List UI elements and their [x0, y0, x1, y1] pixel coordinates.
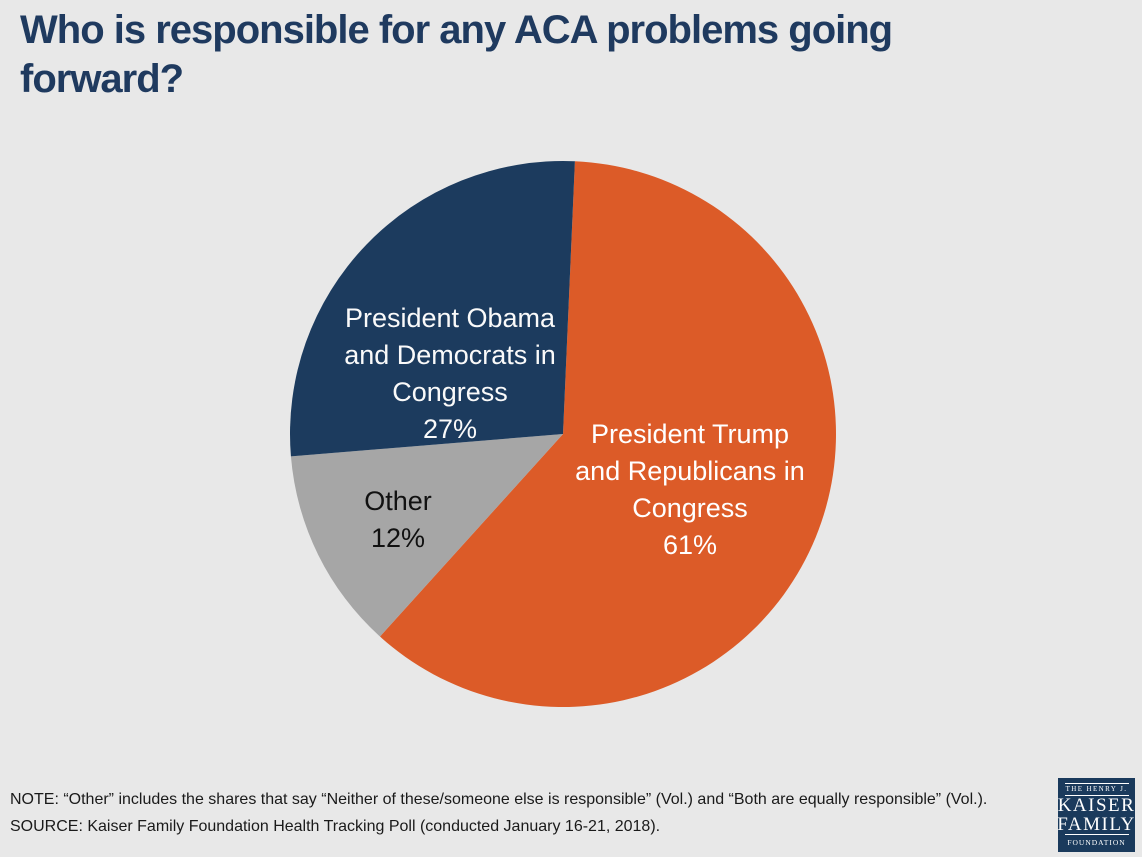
note-text: NOTE: “Other” includes the shares that s…: [10, 791, 988, 808]
slice-label-trump: President Trump and Republicans in Congr…: [575, 419, 805, 560]
kff-logo: THE HENRY J. KAISER FAMILY FOUNDATION: [1057, 778, 1136, 852]
page-title: Who is responsible for any ACA problems …: [20, 8, 893, 101]
logo-kaiser-text: KAISER: [1057, 795, 1136, 816]
footer: NOTE: “Other” includes the shares that s…: [10, 786, 1040, 840]
pie-slice-obama: [290, 161, 575, 457]
logo-top-rule: [1064, 783, 1129, 784]
logo-middle-rule: [1064, 795, 1129, 796]
logo-henry-text: THE HENRY J.: [1065, 785, 1128, 793]
slice-label-obama: President Obama and Democrats in Congres…: [344, 303, 556, 444]
pie-slice-trump: [379, 161, 836, 707]
logo-family-text: FAMILY: [1057, 814, 1136, 835]
logo-foundation-text: FOUNDATION: [1067, 838, 1126, 847]
logo-bottom-rule: [1064, 834, 1129, 835]
source-text: SOURCE: Kaiser Family Foundation Health …: [10, 818, 661, 835]
slice-label-other: Other 12%: [364, 486, 432, 553]
pie-slice-other: [290, 434, 563, 637]
